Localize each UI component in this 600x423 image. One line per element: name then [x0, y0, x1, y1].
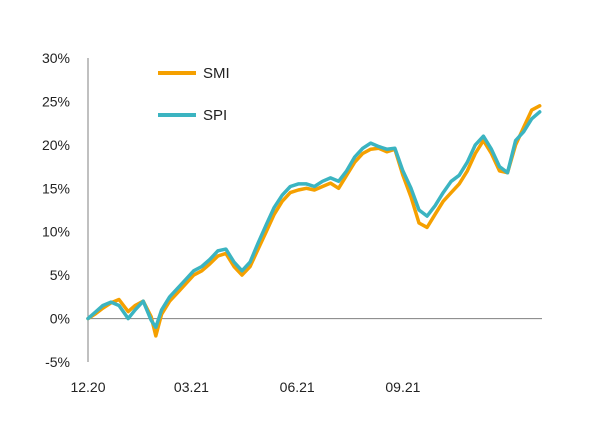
y-tick-label: 25% — [42, 93, 70, 109]
plot-area: 30% 25% 20% 15% 10% 5% 0% -5% 12.20 03.21 06.21 09… — [42, 50, 542, 395]
legend: SMI SPI — [158, 65, 230, 124]
series-line-spi — [86, 110, 542, 330]
legend-label-smi: SMI — [203, 65, 230, 82]
y-tick-label: 5% — [50, 267, 70, 283]
legend-item-spi: SPI — [158, 107, 227, 124]
series-line-smi — [86, 104, 542, 338]
series-layer — [86, 104, 542, 338]
y-tick-label: 15% — [42, 180, 70, 196]
y-tick-label: 0% — [50, 311, 70, 327]
x-tick-label: 06.21 — [280, 379, 315, 395]
legend-label-spi: SPI — [203, 107, 227, 124]
y-tick-label: 20% — [42, 137, 70, 153]
y-tick-label: 10% — [42, 224, 70, 240]
y-tick-label: 30% — [42, 50, 70, 66]
y-tick-labels: 30% 25% 20% 15% 10% 5% 0% -5% — [42, 50, 70, 370]
y-tick-label: -5% — [45, 354, 70, 370]
legend-item-smi: SMI — [158, 65, 230, 82]
x-tick-label: 09.21 — [385, 379, 420, 395]
x-tick-label: 03.21 — [174, 379, 209, 395]
x-tick-labels: 12.20 03.21 06.21 09.21 — [70, 379, 420, 395]
x-tick-label: 12.20 — [70, 379, 105, 395]
